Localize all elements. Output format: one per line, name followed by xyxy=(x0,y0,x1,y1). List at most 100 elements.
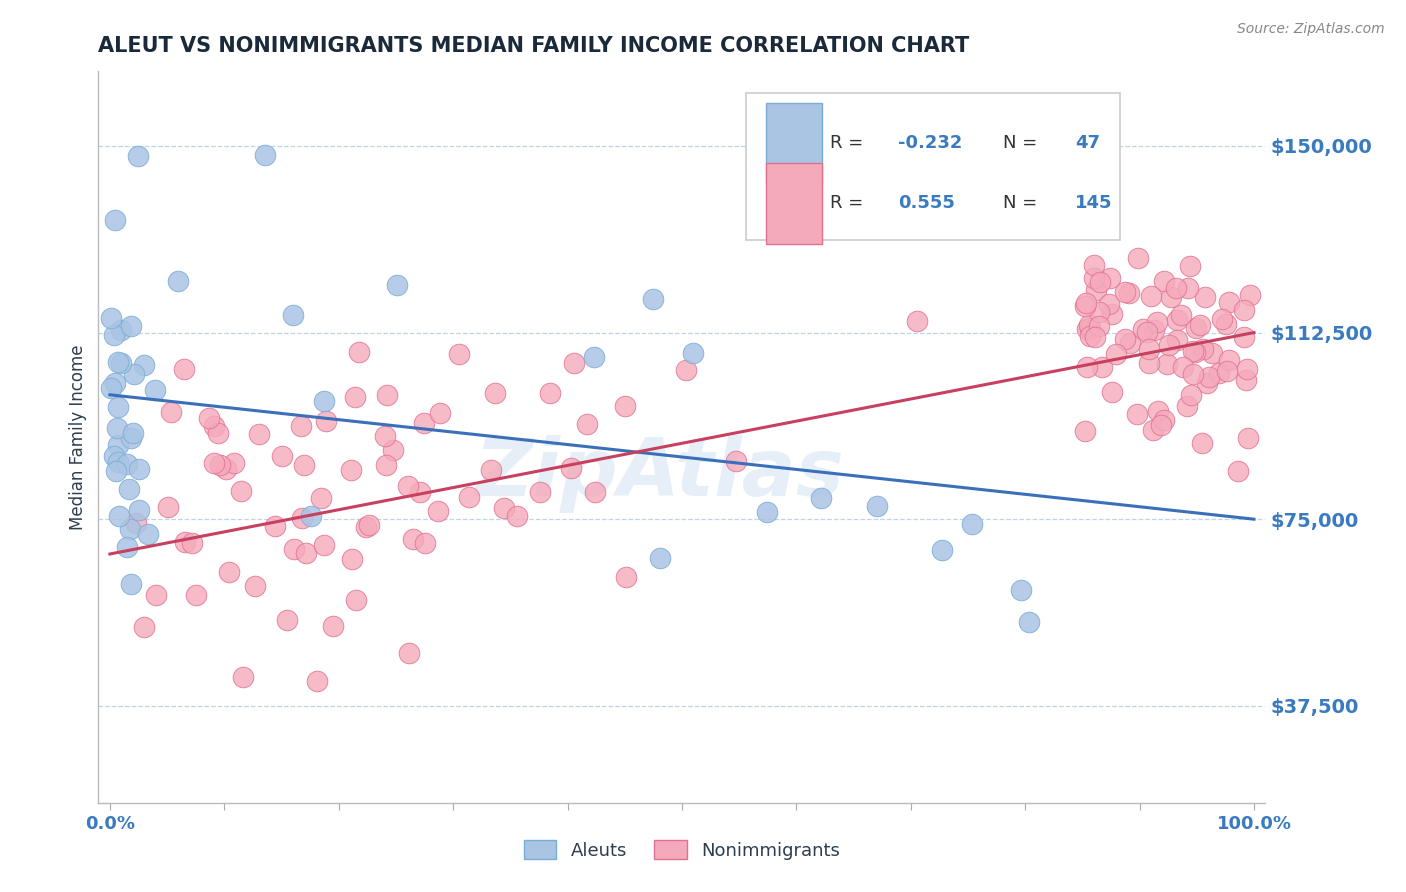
Nonimmigrants xyxy=(1146,315,1168,329)
Nonimmigrants xyxy=(1184,321,1206,335)
Nonimmigrants xyxy=(1087,319,1109,334)
Nonimmigrants xyxy=(1119,335,1142,350)
Text: R =: R = xyxy=(830,134,869,152)
Nonimmigrants xyxy=(613,399,636,413)
Nonimmigrants xyxy=(218,566,240,580)
Nonimmigrants xyxy=(1216,364,1239,378)
Text: N =: N = xyxy=(1002,194,1043,212)
Nonimmigrants xyxy=(1074,424,1097,438)
Aleuts xyxy=(281,308,304,322)
Nonimmigrants xyxy=(1088,275,1111,289)
Nonimmigrants xyxy=(484,385,506,400)
Aleuts xyxy=(107,355,129,369)
Nonimmigrants xyxy=(291,511,314,525)
Aleuts xyxy=(143,383,166,397)
Nonimmigrants xyxy=(1132,322,1154,336)
Nonimmigrants xyxy=(1118,285,1140,300)
Nonimmigrants xyxy=(1146,404,1168,418)
Aleuts xyxy=(108,509,131,524)
Aleuts xyxy=(107,455,129,469)
Nonimmigrants xyxy=(305,674,328,689)
Nonimmigrants xyxy=(1201,346,1223,360)
Aleuts xyxy=(115,457,138,471)
Nonimmigrants xyxy=(1233,329,1256,343)
Nonimmigrants xyxy=(1234,374,1257,388)
Text: -0.232: -0.232 xyxy=(898,134,962,152)
Nonimmigrants xyxy=(1170,308,1192,322)
Nonimmigrants xyxy=(1194,290,1216,304)
Nonimmigrants xyxy=(614,570,637,584)
Nonimmigrants xyxy=(1088,305,1111,319)
Nonimmigrants xyxy=(1157,338,1180,352)
Nonimmigrants xyxy=(198,411,221,425)
Aleuts xyxy=(127,149,149,163)
Aleuts xyxy=(104,376,127,390)
Aleuts xyxy=(105,421,128,435)
Nonimmigrants xyxy=(1083,330,1105,344)
Nonimmigrants xyxy=(412,416,434,430)
Nonimmigrants xyxy=(359,518,381,533)
Nonimmigrants xyxy=(1150,417,1173,432)
Nonimmigrants xyxy=(184,588,207,602)
Aleuts xyxy=(107,438,129,452)
Nonimmigrants xyxy=(1236,361,1258,376)
Nonimmigrants xyxy=(1114,332,1136,346)
Aleuts xyxy=(755,505,778,519)
Nonimmigrants xyxy=(157,500,180,515)
Legend: Aleuts, Nonimmigrants: Aleuts, Nonimmigrants xyxy=(516,832,848,867)
Nonimmigrants xyxy=(1166,333,1188,347)
Nonimmigrants xyxy=(905,313,928,327)
Aleuts xyxy=(103,327,125,342)
Nonimmigrants xyxy=(1178,259,1201,273)
Aleuts xyxy=(120,431,142,445)
Nonimmigrants xyxy=(247,427,270,442)
Nonimmigrants xyxy=(538,385,561,400)
Nonimmigrants xyxy=(295,546,318,560)
Aleuts xyxy=(128,503,150,517)
Nonimmigrants xyxy=(271,449,294,463)
Nonimmigrants xyxy=(1164,281,1187,295)
Aleuts xyxy=(107,400,129,414)
Nonimmigrants xyxy=(1098,297,1121,311)
Nonimmigrants xyxy=(124,516,146,530)
Text: Source: ZipAtlas.com: Source: ZipAtlas.com xyxy=(1237,22,1385,37)
Nonimmigrants xyxy=(560,460,582,475)
Text: R =: R = xyxy=(830,194,869,212)
Aleuts xyxy=(682,345,704,359)
Nonimmigrants xyxy=(1153,413,1175,427)
Nonimmigrants xyxy=(374,458,396,472)
Nonimmigrants xyxy=(1078,329,1101,343)
Aleuts xyxy=(312,393,335,408)
Aleuts xyxy=(134,358,156,372)
Nonimmigrants xyxy=(1083,271,1105,285)
Nonimmigrants xyxy=(1143,323,1166,337)
Aleuts xyxy=(254,147,277,161)
Nonimmigrants xyxy=(1191,435,1213,450)
Nonimmigrants xyxy=(1126,251,1149,265)
Nonimmigrants xyxy=(458,490,481,504)
Nonimmigrants xyxy=(1126,407,1149,421)
Nonimmigrants xyxy=(494,500,516,515)
Nonimmigrants xyxy=(1211,311,1233,326)
FancyBboxPatch shape xyxy=(766,103,823,183)
Nonimmigrants xyxy=(1188,318,1211,333)
Aleuts xyxy=(103,213,125,227)
Nonimmigrants xyxy=(1239,288,1261,302)
Aleuts xyxy=(1018,615,1040,630)
Nonimmigrants xyxy=(1160,290,1182,304)
Nonimmigrants xyxy=(429,406,451,420)
Nonimmigrants xyxy=(382,443,405,458)
Aleuts xyxy=(385,277,408,292)
Nonimmigrants xyxy=(1074,300,1097,314)
Nonimmigrants xyxy=(1101,384,1123,399)
Nonimmigrants xyxy=(283,542,305,557)
Nonimmigrants xyxy=(343,390,366,404)
Nonimmigrants xyxy=(1195,376,1218,390)
Nonimmigrants xyxy=(1078,320,1101,334)
Nonimmigrants xyxy=(1142,423,1164,437)
Nonimmigrants xyxy=(1181,344,1204,359)
Nonimmigrants xyxy=(1208,366,1230,380)
Nonimmigrants xyxy=(1215,317,1237,331)
Nonimmigrants xyxy=(398,646,420,660)
Nonimmigrants xyxy=(506,508,529,523)
